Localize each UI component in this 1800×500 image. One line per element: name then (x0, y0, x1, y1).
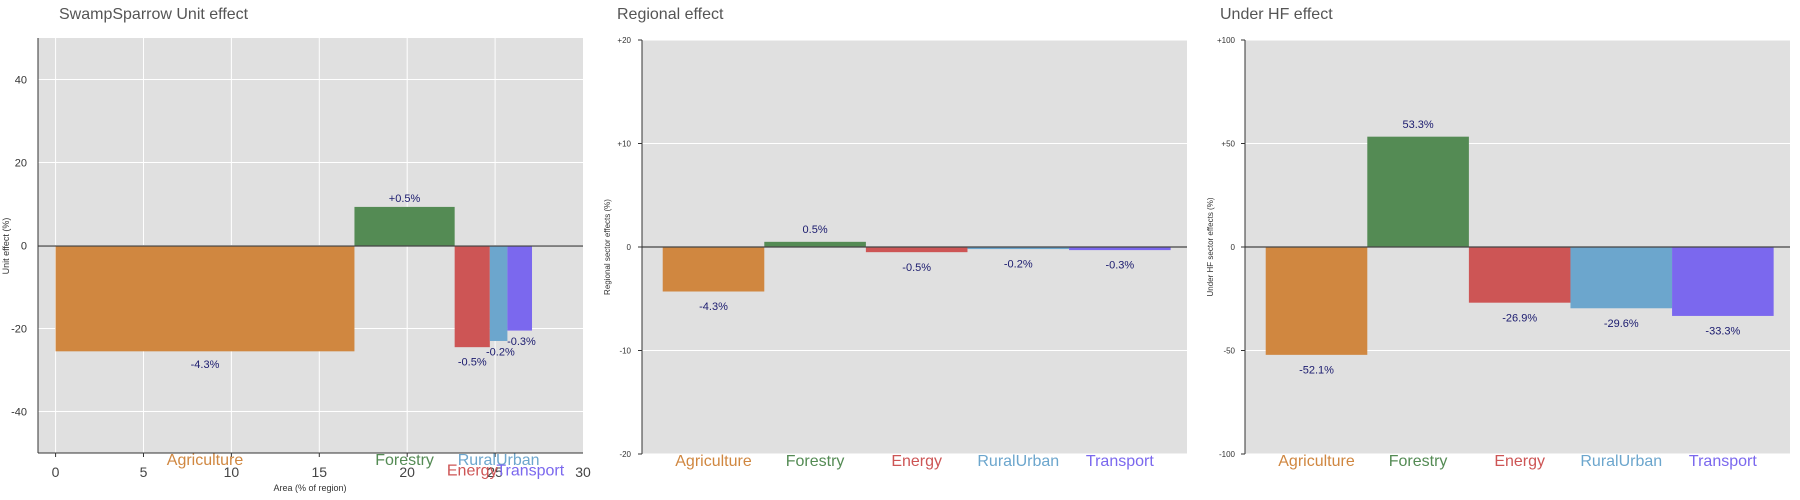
unit-effect-value-label-forestry: +0.5% (389, 193, 421, 205)
regional-effect-value-label-forestry: 0.5% (803, 224, 828, 236)
unit-effect-category-label-energy: Energy (447, 463, 498, 480)
regional-effect-value-label-agriculture: -4.3% (699, 301, 728, 313)
under-hf-effect-y-ticks: -100 -50 0 +50 +100 (1217, 36, 1245, 459)
under-hf-effect-category-label-agriculture: Agriculture (1278, 453, 1355, 470)
regional-effect-category-label-energy: Energy (891, 453, 942, 470)
under-hf-effect-bars (1265, 136, 1774, 355)
unit-effect-category-label-ruralurban: RuralUrban (458, 452, 540, 469)
regional-effect-value-label-ruralurban: -0.2% (1004, 259, 1033, 271)
under-hf-effect-bar-agriculture (1265, 247, 1368, 355)
unit-effect-x-tick-label: 25 (487, 464, 503, 480)
unit-effect-value-label-transport: -0.3% (507, 336, 536, 348)
regional-effect-y-tick-label: -20 (619, 450, 631, 459)
under-hf-effect-title: Under HF effect (1220, 6, 1333, 23)
unit-effect-y-tick-label: 40 (15, 75, 27, 87)
unit-effect-x-tick-label: 5 (140, 464, 148, 480)
under-hf-effect-y-axis-label: Under HF sector effects (%) (1206, 197, 1215, 296)
unit-effect-y-tick-label: -40 (11, 407, 27, 419)
unit-effect-panel: SwampSparrow Unit effect -40 -20 0 20 40 0 5 1… (1, 6, 591, 493)
regional-effect-bar-forestry (764, 241, 866, 247)
under-hf-effect-bar-energy (1468, 247, 1571, 303)
under-hf-effect-y-tick-label: 0 (1231, 243, 1236, 252)
unit-effect-y-axis-label: Unit effect (%) (1, 218, 11, 275)
unit-effect-category-labels: Agriculture Forestry RuralUrbanEnergyTrans… (167, 452, 565, 479)
regional-effect-bar-energy (865, 247, 968, 253)
unit-effect-y-tick-label: 0 (21, 241, 27, 253)
regional-effect-value-label-transport: -0.3% (1105, 260, 1134, 272)
unit-effect-bar-agriculture (55, 245, 355, 352)
under-hf-effect-category-label-energy: Energy (1494, 453, 1545, 470)
regional-effect-category-labels: Agriculture Forestry Energy RuralUrban Trans… (675, 453, 1154, 470)
regional-effect-y-tick-label: +20 (617, 36, 631, 45)
regional-effect-title: Regional effect (617, 6, 724, 23)
under-hf-effect-y-tick-label: +100 (1217, 36, 1236, 45)
regional-effect-category-label-transport: Transport (1086, 453, 1154, 470)
unit-effect-y-tick-label: -20 (11, 324, 27, 336)
unit-effect-category-label-forestry: Forestry (375, 452, 434, 469)
regional-effect-category-label-forestry: Forestry (786, 453, 845, 470)
under-hf-effect-data-labels: -52.1% 53.3% -26.9% -29.6% -33.3% (1299, 119, 1740, 376)
regional-effect-category-label-agriculture: Agriculture (675, 453, 752, 470)
regional-effect-value-label-energy: -0.5% (902, 262, 931, 274)
regional-effect-bars (662, 241, 1171, 292)
under-hf-effect-category-label-forestry: Forestry (1389, 453, 1448, 470)
unit-effect-bar-energy (454, 245, 490, 348)
under-hf-effect-bar-forestry (1367, 136, 1469, 247)
unit-effect-bar-ruralurban (489, 245, 508, 341)
under-hf-effect-value-label-forestry: 53.3% (1402, 119, 1433, 131)
under-hf-effect-panel: Under HF effect -100 -50 0 +50 +100 -52.1% 53… (1206, 6, 1790, 470)
under-hf-effect-category-labels: Agriculture Forestry Energy RuralUrban Trans… (1278, 453, 1757, 470)
under-hf-effect-y-tick-label: -100 (1219, 450, 1236, 459)
regional-effect-y-ticks: -20 -10 0 +10 +20 (617, 36, 642, 459)
under-hf-effect-bar-ruralurban (1570, 247, 1673, 309)
unit-effect-bars (55, 206, 533, 352)
unit-effect-x-tick-label: 0 (52, 464, 60, 480)
regional-effect-y-tick-label: 0 (627, 243, 632, 252)
unit-effect-x-tick-label: 15 (312, 464, 328, 480)
under-hf-effect-category-label-ruralurban: RuralUrban (1580, 453, 1662, 470)
unit-effect-x-tick-label: 20 (399, 464, 415, 480)
unit-effect-category-label-transport: Transport (496, 463, 564, 480)
under-hf-effect-category-label-transport: Transport (1689, 453, 1757, 470)
under-hf-effect-bar-transport (1672, 247, 1774, 316)
unit-effect-value-label-energy: -0.5% (458, 357, 487, 369)
unit-effect-x-axis-label: Area (% of region) (273, 483, 346, 493)
regional-effect-category-label-ruralurban: RuralUrban (977, 453, 1059, 470)
unit-effect-bar-forestry (354, 206, 455, 246)
under-hf-effect-value-label-agriculture: -52.1% (1299, 364, 1334, 376)
regional-effect-bar-ruralurban (967, 247, 1070, 250)
regional-effect-bar-agriculture (662, 247, 765, 292)
unit-effect-bar-transport (507, 245, 533, 331)
under-hf-effect-value-label-energy: -26.9% (1502, 312, 1537, 324)
unit-effect-data-labels: -4.3% +0.5% -0.5%-0.2%-0.3% (191, 193, 536, 371)
unit-effect-x-ticks: 0 5 10 15 20 25 30 (52, 453, 591, 480)
under-hf-effect-y-tick-label: -50 (1223, 347, 1235, 356)
regional-effect-bar-transport (1069, 247, 1171, 251)
under-hf-effect-value-label-ruralurban: -29.6% (1604, 318, 1639, 330)
unit-effect-y-ticks: -40 -20 0 20 40 (11, 75, 27, 419)
regional-effect-panel: Regional effect -20-100+10+20 -4.3%0.5%-… (603, 6, 1187, 470)
unit-effect-x-tick-label: 30 (575, 464, 591, 480)
regional-effect-y-tick-label: -10 (619, 347, 631, 356)
unit-effect-category-label-agriculture: Agriculture (167, 452, 244, 469)
unit-effect-y-tick-label: 20 (15, 158, 27, 170)
unit-effect-value-label-agriculture: -4.3% (191, 359, 220, 371)
regional-effect-y-axis-label: Regional sector effects (%) (603, 199, 612, 295)
unit-effect-title: SwampSparrow Unit effect (59, 6, 249, 23)
unit-effect-value-label-ruralurban: -0.2% (486, 346, 515, 358)
regional-effect-data-labels: -4.3% 0.5% -0.5% -0.2% -0.3% (699, 224, 1134, 313)
unit-effect-x-tick-label: 10 (224, 464, 240, 480)
regional-effect-y-tick-label: +10 (617, 140, 631, 149)
under-hf-effect-y-tick-label: +50 (1221, 140, 1235, 149)
under-hf-effect-value-label-transport: -33.3% (1705, 326, 1740, 338)
